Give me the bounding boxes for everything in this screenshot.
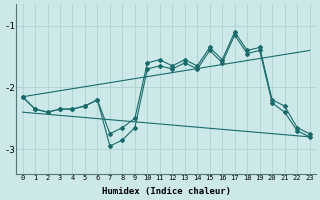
X-axis label: Humidex (Indice chaleur): Humidex (Indice chaleur) [101, 187, 231, 196]
